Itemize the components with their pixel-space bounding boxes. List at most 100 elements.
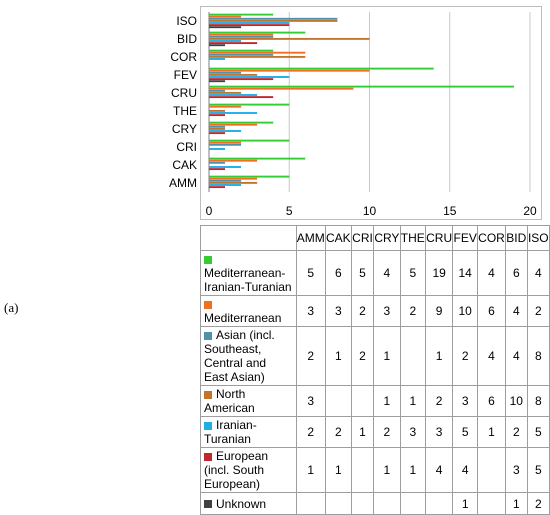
table-value-cell: 4: [526, 250, 550, 296]
bar: [209, 148, 226, 150]
bar: [209, 80, 226, 83]
table-row: Mediterranean 3 3 2 3 2 9 10 6 4 2: [200, 295, 550, 327]
table-header-cell: COR: [477, 225, 506, 251]
table-body: Mediterranean-Iranian-Turanian 5 6 5 4 5 19 14 4…: [200, 250, 550, 515]
table-header-cell: ISO: [526, 225, 550, 251]
table-header-cell: CRU: [424, 225, 454, 251]
table-value-cell: 1: [373, 326, 401, 386]
bar: [209, 139, 290, 142]
bar: [209, 58, 226, 60]
bar: [209, 17, 338, 20]
table-value-cell: 2: [504, 416, 528, 448]
category-label: ISO: [176, 14, 197, 28]
table-value-cell: 10: [504, 385, 528, 417]
table-header-cell: BID: [504, 225, 528, 251]
bar: [209, 19, 338, 22]
bar: [209, 24, 290, 27]
table-value-cell: 1: [373, 447, 401, 493]
bar: [209, 125, 226, 128]
bar: [209, 181, 258, 184]
bar: [209, 87, 354, 90]
table-row: Asian (incl. Southeast, Central and East…: [200, 326, 550, 386]
table-value-cell: 10: [452, 295, 479, 327]
table-header-cell: CRI: [350, 225, 375, 251]
table-value-cell: 1: [324, 447, 352, 493]
table-value-cell: 2: [295, 416, 326, 448]
bar-chart: 0 5 10 15 20 AMM CAK CRI CRY THE CRU FEV COR BID ISO: [169, 12, 537, 218]
bar: [209, 94, 258, 96]
table-header-cell: CRY: [373, 225, 401, 251]
legend-label: North American: [204, 387, 255, 415]
legend-swatch: [204, 390, 212, 399]
table-value-cell: 4: [373, 250, 401, 296]
category-label: CRU: [171, 86, 197, 100]
bar: [209, 132, 226, 135]
bar: [209, 159, 258, 162]
table-value-cell: 1: [477, 416, 506, 448]
table-value-cell: 4: [477, 250, 506, 296]
table-value-cell: 2: [350, 326, 375, 386]
table-row: European (incl. South European) 1 1 1 1 4 4 3 5: [200, 447, 550, 493]
bar: [209, 85, 514, 88]
bar: [209, 78, 274, 81]
table-row: Mediterranean-Iranian-Turanian 5 6 5 4 5 19 14 4…: [200, 250, 550, 296]
bar: [209, 161, 226, 164]
table-value-cell: 3: [424, 416, 454, 448]
table-value-cell: 5: [526, 416, 550, 448]
table-value-cell: 2: [295, 326, 326, 386]
bar: [209, 121, 274, 124]
bar: [209, 91, 242, 94]
legend-swatch: [204, 452, 212, 461]
table-value-cell: [424, 492, 454, 515]
table-value-cell: 1: [399, 385, 427, 417]
legend-entry: Iranian-Turanian: [200, 416, 297, 448]
bar: [209, 13, 274, 16]
bar: [209, 96, 274, 99]
bar: [209, 67, 434, 70]
category-label: CRY: [172, 122, 197, 136]
legend-swatch: [204, 421, 212, 430]
category-label: COR: [170, 50, 197, 64]
table-value-cell: 1: [295, 447, 326, 493]
bar: [209, 76, 290, 78]
table-header-cell: FEV: [452, 225, 479, 251]
table-value-cell: 8: [526, 385, 550, 417]
table-value-cell: 1: [399, 447, 427, 493]
bar: [209, 184, 242, 186]
table-value-cell: 2: [350, 295, 375, 327]
legend-label: Iranian-Turanian: [204, 418, 257, 446]
bar: [209, 177, 258, 180]
legend-entry: Mediterranean-Iranian-Turanian: [200, 250, 297, 296]
legend-entry: Asian (incl. Southeast, Central and East…: [200, 326, 297, 386]
table-value-cell: 4: [504, 326, 528, 386]
bar: [209, 157, 306, 160]
bar: [209, 175, 290, 178]
bar: [209, 71, 242, 74]
table-value-cell: 4: [424, 447, 454, 493]
table-row: Iranian-Turanian 2 2 1 2 3 3 5 1 2 5: [200, 416, 550, 448]
bar: [209, 33, 274, 36]
legend-label: European (incl. South European): [204, 449, 269, 491]
bar: [209, 37, 370, 40]
table-value-cell: [295, 492, 326, 515]
table-value-cell: [477, 447, 506, 493]
table-header-cell: CAK: [324, 225, 352, 251]
table-row: North American 3 1 1 2 3 6 10 8: [200, 385, 550, 417]
table-value-cell: 3: [452, 385, 479, 417]
table-value-cell: 3: [504, 447, 528, 493]
table-value-cell: 1: [373, 385, 401, 417]
table-value-cell: 1: [350, 416, 375, 448]
table-corner-cell: [200, 225, 297, 251]
bar: [209, 22, 290, 24]
figure-panel-label: (a): [4, 300, 19, 315]
legend-entry: Mediterranean: [200, 295, 297, 327]
bar: [209, 15, 242, 18]
table-value-cell: 3: [295, 295, 326, 327]
table-value-cell: 3: [324, 295, 352, 327]
table-value-cell: 4: [477, 326, 506, 386]
table-header-cell: AMM: [295, 225, 326, 251]
bar: [209, 143, 242, 146]
bar: [209, 26, 242, 29]
table-value-cell: 6: [504, 250, 528, 296]
bar: [209, 109, 226, 112]
